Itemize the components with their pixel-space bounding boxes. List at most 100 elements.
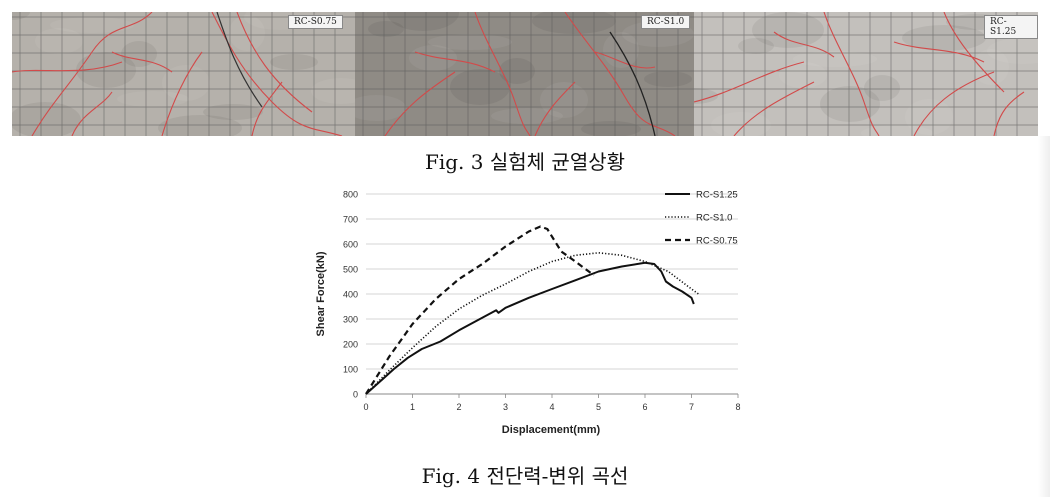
crack-line xyxy=(733,81,815,136)
grid-lines xyxy=(355,12,694,136)
crack-line xyxy=(564,12,676,136)
concrete-texture xyxy=(973,49,1009,85)
concrete-texture xyxy=(428,34,512,50)
crack-marks xyxy=(384,12,676,136)
concrete-texture xyxy=(793,51,877,67)
concrete-texture xyxy=(121,41,157,67)
crack-line xyxy=(474,12,531,136)
x-axis-label: Displacement(mm) xyxy=(502,424,601,436)
crack-marks xyxy=(12,12,343,136)
photo-background xyxy=(694,12,1038,136)
concrete-texture xyxy=(270,54,318,70)
crack-line xyxy=(251,81,283,136)
concrete-texture xyxy=(162,65,210,101)
x-tick-label: 3 xyxy=(503,402,508,412)
crack-photo-rc-s125: RC-S1.25 xyxy=(694,12,1038,136)
crack-line xyxy=(71,91,113,136)
crack-line xyxy=(384,71,456,136)
legend-label: RC-S0.75 xyxy=(696,236,738,247)
concrete-texture xyxy=(820,86,880,122)
concrete-texture xyxy=(50,17,134,33)
crack-photo-strip: RC-S0.75 RC-S1.0 RC-S1.25 xyxy=(12,12,1050,136)
series-line-rc-s075 xyxy=(365,225,595,395)
crack-photo-rc-s10: RC-S1.0 xyxy=(355,12,694,136)
crack-photo-rc-s075: RC-S0.75 xyxy=(12,12,355,136)
concrete-texture xyxy=(902,25,986,51)
concrete-texture xyxy=(711,112,771,136)
crack-line xyxy=(12,61,123,73)
concrete-texture xyxy=(35,28,83,54)
y-tick-label: 0 xyxy=(353,390,358,400)
concrete-texture xyxy=(752,12,824,48)
concrete-texture xyxy=(491,108,563,124)
y-tick-label: 300 xyxy=(343,315,358,325)
x-tick-label: 4 xyxy=(549,402,554,412)
x-tick-label: 6 xyxy=(642,402,647,412)
crack-line xyxy=(31,12,153,136)
concrete-texture xyxy=(779,62,827,88)
x-tick-label: 1 xyxy=(410,402,415,412)
concrete-texture xyxy=(158,115,242,136)
specimen-label: RC-S1.25 xyxy=(984,15,1038,39)
y-tick-label: 800 xyxy=(343,190,358,200)
crack-line xyxy=(694,61,805,103)
crack-line xyxy=(236,12,313,113)
photo-background xyxy=(12,12,355,136)
crack-photo-image xyxy=(12,12,355,136)
concrete-texture xyxy=(229,15,265,51)
crack-line xyxy=(823,12,880,136)
crack-line xyxy=(211,12,343,136)
x-tick-label: 2 xyxy=(456,402,461,412)
y-axis-label: Shear Force(kN) xyxy=(315,251,327,336)
y-tick-label: 100 xyxy=(343,365,358,375)
dark-crack-line xyxy=(609,31,656,136)
concrete-texture xyxy=(12,12,30,20)
concrete-texture xyxy=(532,12,616,34)
series-line-rc-s10 xyxy=(365,252,699,395)
grid-lines xyxy=(694,12,1038,136)
crack-line xyxy=(773,31,835,58)
concrete-texture xyxy=(905,99,953,135)
crack-line xyxy=(161,51,203,136)
crack-line xyxy=(893,41,985,63)
y-tick-label: 400 xyxy=(343,290,358,300)
x-tick-label: 0 xyxy=(363,402,368,412)
crack-photo-image xyxy=(355,12,694,136)
crack-line xyxy=(993,91,1025,136)
concrete-texture xyxy=(864,75,900,101)
figure-3-caption: Fig. 3 실험체 균열상황 xyxy=(424,150,626,174)
crack-line xyxy=(943,12,1005,93)
crack-line xyxy=(594,51,656,69)
grid-lines xyxy=(12,12,355,136)
concrete-texture xyxy=(540,82,588,118)
specimen-label: RC-S0.75 xyxy=(288,15,343,29)
x-tick-label: 5 xyxy=(596,402,601,412)
x-tick-label: 7 xyxy=(689,402,694,412)
specimen-label: RC-S1.0 xyxy=(641,15,691,29)
chart-legend: RC-S1.25 RC-S1.0 RC-S0.75 xyxy=(665,190,738,247)
concrete-texture xyxy=(355,95,406,121)
series-line-rc-s125 xyxy=(365,261,695,395)
crack-marks xyxy=(694,12,1025,136)
shear-displacement-chart: 0 100 200 300 400 500 600 700 800 0 1 2 3 4 5 6 7 8 RC-S1… xyxy=(315,190,741,437)
legend-label: RC-S1.25 xyxy=(696,190,738,201)
concrete-texture xyxy=(450,69,510,105)
chart-grid xyxy=(366,193,738,395)
figure-4-caption: Fig. 4 전단력-변위 곡선 xyxy=(421,464,629,488)
concrete-texture xyxy=(368,21,404,37)
concrete-texture xyxy=(987,38,1038,64)
crack-line xyxy=(414,51,496,73)
concrete-texture xyxy=(12,102,81,136)
legend-label: RC-S1.0 xyxy=(696,213,732,224)
page-edge-shadow xyxy=(1038,136,1050,497)
chart-series xyxy=(365,225,699,395)
chart-axes: 0 100 200 300 400 500 600 700 800 0 1 2 3 4 5 6 7 8 xyxy=(343,190,741,413)
concrete-texture xyxy=(644,71,692,87)
concrete-texture xyxy=(117,91,189,107)
concrete-texture xyxy=(76,52,136,88)
concrete-texture xyxy=(311,78,355,104)
concrete-texture xyxy=(409,45,457,71)
crack-line xyxy=(111,51,173,73)
x-tick-label: 8 xyxy=(735,402,740,412)
y-tick-label: 600 xyxy=(343,240,358,250)
